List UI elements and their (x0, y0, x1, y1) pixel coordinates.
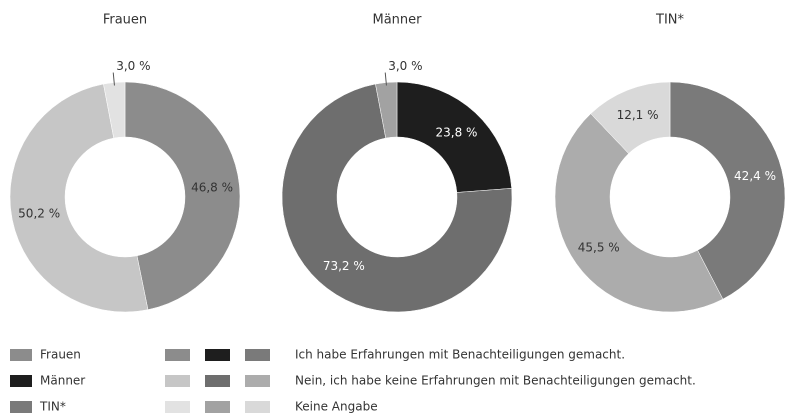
leader-line (384, 72, 387, 86)
legend-swatch (10, 401, 32, 413)
data-label: 23,8 % (436, 125, 478, 139)
legend-swatch (245, 401, 270, 413)
donut-segment (590, 81, 671, 154)
chart-title: Frauen (103, 13, 147, 28)
donut-segment (554, 113, 724, 313)
legend-label: Nein, ich habe keine Erfahrungen mit Ben… (295, 374, 696, 388)
legend-swatch (205, 349, 230, 361)
legend-label: Ich habe Erfahrungen mit Benachteiligung… (295, 348, 625, 362)
legend-label: Männer (40, 374, 85, 388)
donut-segment (669, 81, 786, 300)
legend-swatch (10, 375, 32, 387)
donut-segment (124, 81, 241, 310)
legend-swatch (205, 375, 230, 387)
data-label: 3,0 % (388, 59, 422, 73)
donut-segment (375, 81, 398, 139)
data-label: 73,2 % (323, 259, 365, 273)
legend-swatch (165, 349, 190, 361)
donut-segment (9, 83, 149, 313)
legend-label: Keine Angabe (295, 400, 378, 414)
legend-swatch (165, 401, 190, 413)
legend-label: Frauen (40, 348, 81, 362)
data-label: 45,5 % (578, 240, 620, 254)
data-label: 3,0 % (116, 59, 150, 73)
chart-title: Männer (372, 13, 422, 28)
data-label: 50,2 % (18, 206, 60, 220)
data-label: 42,4 % (734, 169, 776, 183)
legend-swatch (10, 349, 32, 361)
legend-label: TIN* (39, 400, 66, 414)
legend-swatch (245, 349, 270, 361)
legend-swatch (205, 401, 230, 413)
legend-swatch (245, 375, 270, 387)
data-label: 46,8 % (191, 181, 233, 195)
donut-segment (396, 81, 512, 193)
legend-swatch (165, 375, 190, 387)
leader-line (112, 72, 115, 86)
donut-segment (281, 83, 513, 313)
donut-segment (103, 81, 126, 139)
chart-title: TIN* (655, 13, 684, 28)
data-label: 12,1 % (617, 108, 659, 122)
